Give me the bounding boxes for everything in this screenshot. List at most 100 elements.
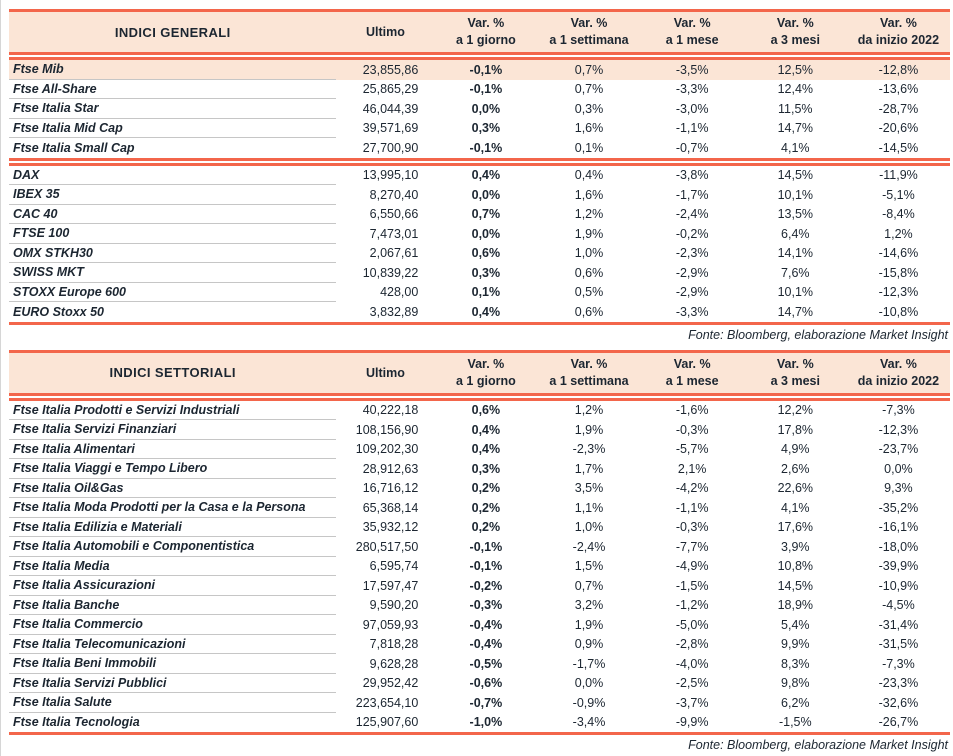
- var-value: -5,0%: [675, 617, 709, 632]
- ultimo-value: 108,156,90: [355, 422, 419, 437]
- var-value: -8,4%: [882, 207, 915, 222]
- table-title: INDICI GENERALI: [114, 24, 231, 40]
- table-row: STOXX Europe 600 428,00 0,1% 0,5% -2,9% 10,1%…: [9, 283, 950, 302]
- index-name: Ftse Italia Commercio: [9, 615, 337, 635]
- var-value: 10,8%: [777, 559, 814, 574]
- table-row: Ftse Italia Tecnologia 125,907,60 -1,0% -3,…: [9, 713, 950, 733]
- table-header-row: INDICI SETTORIALI Ultimo Var. % a 1 giorn…: [9, 352, 950, 393]
- var-value: 7,6%: [781, 265, 810, 280]
- var-value: -16,1%: [878, 520, 919, 535]
- var-value: 0,3%: [471, 461, 501, 476]
- var-value: -14,6%: [878, 246, 919, 261]
- var-value: 0,6%: [574, 265, 604, 280]
- var-value: 18,9%: [777, 598, 814, 613]
- var-value: 0,2%: [471, 520, 501, 535]
- ultimo-value: 6,550,66: [369, 207, 419, 222]
- var-value: 0,4%: [471, 442, 501, 457]
- col-header-var: Var. % da inizio 2022: [857, 356, 940, 388]
- index-name: Ftse All-Share: [9, 80, 337, 99]
- var-value: -3,3%: [675, 82, 709, 97]
- var-value: 0,4%: [471, 422, 501, 437]
- var-value: -12,3%: [878, 422, 919, 437]
- var-value: 0,2%: [471, 500, 501, 515]
- var-value: -20,6%: [878, 121, 919, 136]
- var-value: -2,8%: [675, 637, 709, 652]
- ultimo-value: 10,839,22: [362, 265, 419, 280]
- table-row: Ftse Italia Mid Cap 39,571,69 0,3% 1,6% -1,1…: [9, 119, 950, 138]
- var-value: 10,1%: [777, 187, 814, 202]
- var-value: -28,7%: [878, 101, 919, 116]
- var-value: 9,3%: [884, 481, 913, 496]
- var-value: -0,3%: [675, 520, 709, 535]
- col-header-var: Var. % da inizio 2022: [857, 16, 940, 47]
- ultimo-value: 7,473,01: [369, 226, 419, 241]
- header-divider: [9, 392, 950, 401]
- var-value: 17,8%: [777, 422, 814, 437]
- index-name: IBEX 35: [9, 185, 337, 205]
- var-value: -2,3%: [572, 442, 606, 457]
- var-value: -9,9%: [675, 715, 709, 730]
- table-row: Ftse Italia Edilizia e Materiali 35,932,1…: [9, 518, 950, 537]
- index-name: OMX STKH30: [9, 244, 337, 263]
- var-value: 4,1%: [781, 500, 810, 515]
- var-value: -1,5%: [778, 715, 812, 730]
- var-value: -26,7%: [878, 715, 919, 730]
- col-header-var: Var. % a 1 mese: [665, 356, 719, 388]
- var-value: -2,3%: [675, 246, 709, 261]
- ultimo-value: 29,952,42: [362, 676, 419, 691]
- var-value: -2,4%: [675, 207, 709, 222]
- var-value: -7,7%: [675, 539, 709, 554]
- var-value: 14,1%: [777, 246, 814, 261]
- var-value: -31,5%: [878, 637, 919, 652]
- var-value: -0,2%: [469, 578, 503, 593]
- table-row: FTSE 100 7,473,01 0,0% 1,9% -0,2% 6,4% 1,2%: [9, 224, 950, 244]
- var-value: -5,1%: [882, 187, 915, 202]
- source-note: Fonte: Bloomberg, elaborazione Market In…: [688, 327, 948, 342]
- var-value: -0,1%: [469, 82, 503, 97]
- index-name: Ftse Italia Tecnologia: [13, 715, 140, 730]
- table-row: Ftse Italia Moda Prodotti per la Casa e …: [9, 498, 950, 518]
- var-value: -1,2%: [675, 598, 709, 613]
- ultimo-value: 16,716,12: [362, 481, 419, 496]
- var-value: 11,5%: [778, 101, 813, 116]
- table-row: EURO Stoxx 50 3,832,89 0,4% 0,6% -3,3% 14,7% -…: [9, 302, 950, 322]
- var-value: -39,9%: [878, 559, 919, 574]
- var-value: -0,3%: [469, 598, 503, 613]
- index-name: Ftse Italia Alimentari: [9, 440, 337, 459]
- var-value: 2,1%: [677, 461, 707, 476]
- var-value: -12,3%: [878, 285, 919, 300]
- var-value: -15,8%: [878, 265, 919, 280]
- var-value: 3,5%: [574, 481, 604, 496]
- table-row: Ftse Italia Automobili e Componentistica…: [9, 537, 950, 557]
- ultimo-value: 6,595,74: [369, 559, 419, 574]
- ultimo-value: 17,597,47: [362, 578, 419, 593]
- var-value: 6,2%: [781, 695, 810, 710]
- ultimo-value: 23,855,86: [362, 62, 419, 77]
- table-row: Ftse Italia Media 6,595,74 -0,1% 1,5% -4,9% 1…: [9, 557, 950, 576]
- index-name: Ftse Italia Servizi Pubblici: [9, 674, 337, 693]
- var-value: 1,2%: [884, 226, 913, 241]
- table-row: Ftse All-Share 25,865,29 -0,1% 0,7% -3,3% 12,…: [9, 80, 950, 99]
- var-value: 1,9%: [574, 422, 604, 437]
- table-title: INDICI SETTORIALI: [109, 365, 236, 380]
- col-header-var: Var. % a 1 mese: [665, 16, 719, 47]
- table-row: Ftse Italia Small Cap 27,700,90 -0,1% 0,1% -…: [9, 138, 950, 158]
- ultimo-value: 65,368,14: [362, 500, 419, 515]
- ultimo-value: 125,907,60: [355, 715, 419, 730]
- table-row: Ftse Italia Servizi Pubblici 29,952,42 -0,…: [9, 674, 950, 693]
- table-row: OMX STKH30 2,067,61 0,6% 1,0% -2,3% 14,1% -14,…: [9, 244, 950, 263]
- var-value: -1,1%: [675, 500, 709, 515]
- var-value: 17,6%: [777, 520, 814, 535]
- var-value: -31,4%: [878, 617, 919, 632]
- var-value: -0,7%: [675, 140, 709, 155]
- var-value: -35,2%: [878, 500, 919, 515]
- var-value: -2,9%: [675, 285, 709, 300]
- var-value: -4,2%: [675, 481, 709, 496]
- col-header-ultimo: Ultimo: [365, 25, 405, 39]
- var-value: 1,6%: [574, 121, 604, 136]
- var-value: 14,5%: [777, 578, 814, 593]
- var-value: 22,6%: [777, 481, 814, 496]
- var-value: -0,1%: [469, 559, 503, 574]
- var-value: 9,9%: [781, 637, 810, 652]
- ultimo-value: 223,654,10: [355, 695, 419, 710]
